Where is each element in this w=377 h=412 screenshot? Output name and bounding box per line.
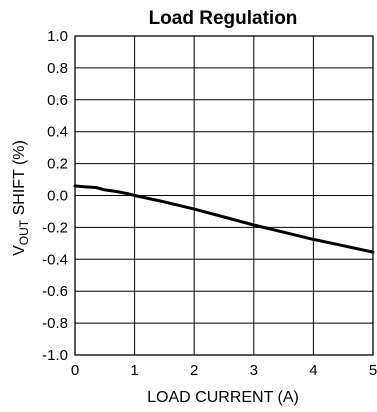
x-tick-label: 3 [250, 362, 258, 379]
series-layer [73, 184, 375, 254]
y-tick-labels: 1.0 0.8 0.6 0.4 0.2 0.0 -0.2 -0.4 -0.6 -0.8 -1.0 [42, 28, 68, 364]
y-axis-label: VOUT SHIFT (%) [11, 140, 31, 256]
plot-frame [74, 35, 374, 356]
y-axis-label-rest: SHIFT (%) [11, 140, 28, 220]
x-tick-label: 5 [369, 362, 377, 379]
y-tick-label: 0.6 [47, 92, 68, 109]
x-tick-label: 1 [130, 362, 138, 379]
y-axis-label-subscript: OUT [17, 219, 31, 245]
y-tick-label: 1.0 [47, 28, 68, 45]
x-tick-labels: 0 1 2 3 4 5 [71, 362, 377, 379]
series-line [73, 184, 375, 254]
x-tick-label: 0 [71, 362, 79, 379]
y-tick-label: -0.6 [42, 283, 68, 300]
y-tick-label: -0.2 [42, 219, 68, 236]
chart-title: Load Regulation [149, 8, 298, 29]
grid [74, 35, 374, 356]
y-tick-label: -0.8 [42, 315, 68, 332]
y-tick-label: 0.4 [47, 124, 68, 141]
y-tick-label: 0.0 [47, 188, 68, 205]
y-tick-label: 0.8 [47, 60, 68, 77]
x-tick-label: 2 [190, 362, 198, 379]
y-tick-label: -1.0 [42, 347, 68, 364]
y-axis-label-main: V [11, 245, 28, 256]
y-tick-label: -0.4 [42, 251, 68, 268]
x-axis-label: LOAD CURRENT (A) [147, 389, 299, 406]
y-tick-label: 0.2 [47, 156, 68, 173]
x-tick-label: 4 [309, 362, 317, 379]
